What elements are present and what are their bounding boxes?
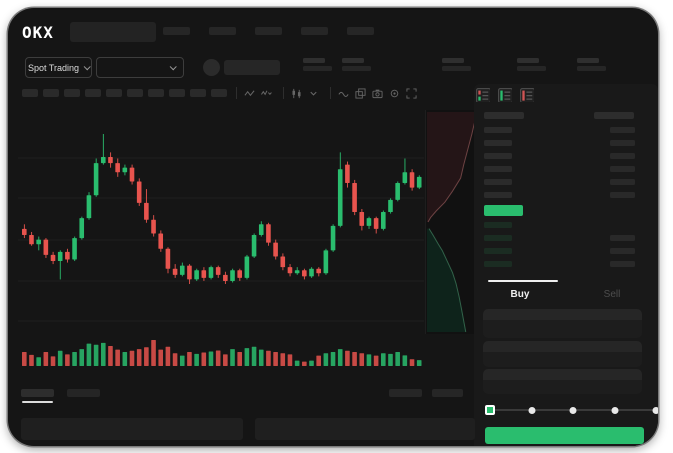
order-book-row[interactable] — [484, 222, 635, 228]
order-book-amount-header-placeholder — [594, 112, 634, 119]
order-book-bids — [484, 222, 635, 274]
bottom-panel-placeholder — [21, 418, 243, 440]
order-book-row[interactable] — [484, 127, 635, 133]
order-book-asks — [484, 127, 635, 205]
timeframe-button-placeholder[interactable] — [127, 89, 143, 97]
price-input[interactable] — [483, 309, 642, 338]
tab-sell[interactable]: Sell — [603, 289, 621, 300]
line-wave-icon[interactable] — [338, 88, 349, 99]
active-tab-indicator — [488, 280, 558, 282]
bottom-action-placeholder[interactable] — [432, 389, 463, 397]
slider-handle[interactable] — [485, 405, 495, 415]
timeframe-button-placeholder[interactable] — [211, 89, 227, 97]
pair-selector-dropdown[interactable] — [96, 57, 184, 78]
timeframe-button-placeholder[interactable] — [85, 89, 101, 97]
toolbar-icon-group — [330, 87, 424, 99]
pair-name-placeholder — [224, 60, 280, 75]
camera-icon[interactable] — [372, 88, 383, 99]
bottom-tab-history[interactable] — [67, 389, 100, 397]
tab-buy[interactable]: Buy — [510, 289, 530, 300]
bottom-panel-placeholder — [255, 418, 475, 440]
order-book-row[interactable] — [484, 192, 635, 198]
timeframe-button-placeholder[interactable] — [169, 89, 185, 97]
market-type-label: Spot Trading — [27, 62, 80, 73]
ticker-stat-placeholder — [303, 58, 332, 71]
bottom-active-tab-indicator — [22, 401, 53, 403]
order-book-price-header-placeholder — [484, 112, 524, 119]
slider-stop[interactable] — [611, 406, 618, 414]
settings-gear-icon[interactable] — [389, 88, 400, 99]
amount-slider[interactable] — [485, 405, 658, 415]
order-book-view-switcher — [476, 88, 536, 104]
candlestick-chart[interactable] — [18, 110, 424, 334]
depth-chart — [425, 110, 479, 334]
fullscreen-icon[interactable] — [406, 87, 417, 99]
nav-item-placeholder[interactable] — [255, 27, 282, 35]
order-book-row[interactable] — [484, 235, 635, 241]
buy-submit-button[interactable] — [485, 427, 644, 444]
chevron-down-icon — [83, 63, 91, 71]
nav-item-placeholder[interactable] — [209, 27, 236, 35]
order-book-row[interactable] — [484, 153, 635, 159]
slider-stop[interactable] — [652, 406, 658, 414]
total-input[interactable] — [483, 369, 642, 394]
slider-stop[interactable] — [569, 406, 577, 414]
search-input[interactable] — [70, 22, 156, 42]
bottom-tab-orders[interactable] — [21, 389, 54, 397]
okx-logo: OKX — [22, 23, 54, 42]
order-book-row[interactable] — [484, 179, 635, 185]
book-both-icon[interactable] — [476, 88, 492, 104]
order-book-row[interactable] — [484, 261, 635, 267]
book-asks-icon[interactable] — [520, 88, 536, 104]
timeframe-button-placeholder[interactable] — [106, 89, 122, 97]
toolbar-icons — [232, 87, 424, 99]
slider-stop[interactable] — [528, 406, 535, 414]
last-price-badge — [484, 205, 523, 216]
book-bids-icon[interactable] — [498, 88, 514, 104]
toolbar-icon-group — [283, 87, 326, 99]
timeframe-button-placeholder[interactable] — [22, 89, 38, 97]
coin-avatar — [203, 59, 220, 76]
timeframe-button-placeholder[interactable] — [64, 89, 80, 97]
nav-item-placeholder[interactable] — [301, 27, 328, 35]
order-book-row[interactable] — [484, 248, 635, 254]
bottom-action-placeholder[interactable] — [389, 389, 422, 397]
volume-chart — [22, 340, 422, 366]
timeframe-button-placeholder[interactable] — [190, 89, 206, 97]
order-book-row[interactable] — [484, 140, 635, 146]
nav-item-placeholder[interactable] — [347, 27, 374, 35]
ticker-stat-placeholder — [517, 58, 546, 71]
nav-item-placeholder[interactable] — [163, 27, 190, 35]
chevron-down-icon[interactable] — [308, 88, 319, 99]
timeframe-button-placeholder[interactable] — [43, 89, 59, 97]
chart-toolbar — [22, 86, 424, 100]
amount-input[interactable] — [483, 341, 642, 367]
toolbar-icon-group — [236, 87, 279, 99]
market-type-dropdown[interactable]: Spot Trading — [25, 57, 92, 78]
chevron-down-icon — [169, 63, 177, 71]
indicator-dropdown-icon[interactable] — [261, 88, 272, 99]
app-window: OKX Spot Trading — [8, 8, 658, 446]
ticker-stat-placeholder — [577, 58, 606, 71]
top-nav — [163, 27, 374, 35]
order-book-row[interactable] — [484, 166, 635, 172]
ticker-stat-placeholder — [442, 58, 471, 71]
timeframe-button-placeholder[interactable] — [148, 89, 164, 97]
compare-icon[interactable] — [355, 87, 366, 99]
indicator-wave-icon[interactable] — [244, 88, 255, 99]
ticker-stat-placeholder — [342, 58, 371, 71]
candle-type-icon[interactable] — [291, 88, 302, 99]
